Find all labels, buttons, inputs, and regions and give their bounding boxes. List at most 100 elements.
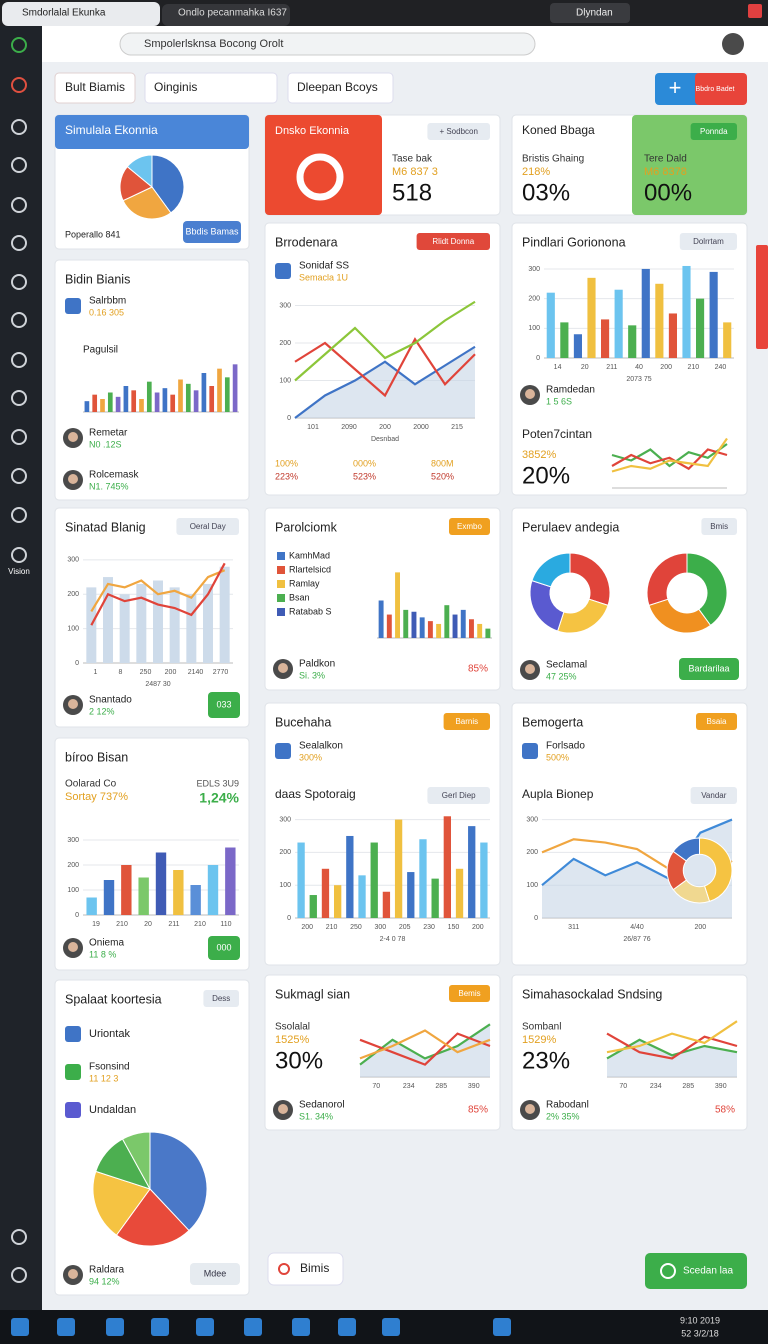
button[interactable] — [183, 221, 241, 243]
dropdown[interactable] — [287, 72, 394, 104]
taskbar-icon[interactable] — [338, 1318, 356, 1336]
tab[interactable] — [2, 2, 160, 26]
bar — [131, 390, 137, 412]
metric-sub: 523% — [353, 471, 376, 481]
legend-swatch — [277, 552, 285, 560]
y-tick-label: 100 — [279, 882, 291, 889]
taskbar-icon[interactable] — [57, 1318, 75, 1336]
tab[interactable] — [162, 4, 290, 26]
button[interactable] — [190, 1263, 240, 1285]
taskbar-icon[interactable] — [106, 1318, 124, 1336]
legend-text: Ramlay — [289, 578, 320, 588]
x-tick-label: 14 — [554, 364, 562, 371]
badge[interactable] — [701, 518, 737, 535]
bar — [155, 852, 167, 915]
bar — [123, 386, 129, 412]
search-pill[interactable] — [267, 1252, 344, 1286]
legend-text: Ratabab S — [289, 606, 332, 616]
badge[interactable] — [176, 518, 239, 535]
badge[interactable] — [679, 233, 737, 250]
button[interactable] — [679, 658, 739, 680]
taskbar-icon[interactable] — [292, 1318, 310, 1336]
bar — [436, 623, 442, 638]
address-bar[interactable] — [119, 32, 536, 56]
x-tick-label: 70 — [372, 1083, 380, 1090]
taskbar-icon[interactable] — [196, 1318, 214, 1336]
line — [294, 345, 476, 419]
badge[interactable] — [443, 713, 490, 730]
badge[interactable] — [696, 713, 737, 730]
slice — [686, 552, 728, 627]
row-name: Undaldan — [89, 1104, 136, 1116]
bar — [185, 383, 191, 412]
x-tick-label: 210 — [194, 921, 206, 928]
dropdown[interactable] — [144, 72, 278, 104]
badge[interactable] — [427, 123, 490, 140]
card — [54, 259, 250, 501]
bar — [641, 268, 650, 358]
badge[interactable] — [427, 787, 490, 804]
stat-name: Ssolalal — [275, 1022, 310, 1033]
taskbar-icon[interactable] — [382, 1318, 400, 1336]
badge[interactable] — [449, 985, 490, 1002]
legend-swatch — [277, 566, 285, 574]
avatar — [722, 33, 744, 55]
sidebar-icon[interactable] — [11, 1267, 27, 1283]
row-sub: 300% — [299, 752, 322, 762]
x-tick-label: 200 — [472, 924, 484, 931]
bar — [209, 386, 215, 412]
stat-value: 518 — [392, 179, 432, 206]
bar — [395, 572, 400, 638]
badge[interactable] — [690, 123, 737, 140]
sidebar-icon[interactable] — [11, 468, 27, 484]
taskbar-icon[interactable] — [151, 1318, 169, 1336]
taskbar-icon[interactable] — [244, 1318, 262, 1336]
x-tick-label: 311 — [568, 924, 579, 931]
button-text: Bardarilaa — [688, 663, 729, 673]
bar — [321, 868, 330, 918]
add-button[interactable] — [655, 73, 701, 105]
sidebar-icon[interactable] — [11, 274, 27, 290]
sidebar-icon[interactable] — [11, 1229, 27, 1245]
sidebar-icon[interactable] — [11, 352, 27, 368]
badge[interactable] — [416, 233, 490, 250]
bar — [203, 583, 213, 663]
toolbar-button[interactable] — [54, 72, 136, 104]
button[interactable] — [208, 692, 240, 718]
x-tick-label: 2140 — [188, 669, 204, 676]
sidebar-icon[interactable] — [11, 312, 27, 328]
action-button[interactable] — [645, 1253, 747, 1289]
badge[interactable] — [203, 990, 239, 1007]
badge[interactable] — [449, 518, 490, 535]
search-text: Bimis — [300, 1261, 329, 1275]
sidebar-icon[interactable] — [11, 429, 27, 445]
badge[interactable] — [690, 787, 737, 804]
y-tick-label: 100 — [67, 887, 79, 894]
sidebar-icon[interactable] — [11, 547, 27, 563]
clock: 9:10 2019 — [680, 1315, 720, 1325]
sidebar-icon[interactable] — [11, 37, 27, 53]
sidebar-icon[interactable] — [11, 77, 27, 93]
taskbar-icon[interactable] — [11, 1318, 29, 1336]
sidebar-icon[interactable] — [11, 507, 27, 523]
person-sub: 2% 35% — [546, 1111, 580, 1121]
add-button[interactable] — [695, 73, 747, 105]
profile-chip[interactable] — [550, 3, 630, 23]
sidebar-icon[interactable] — [11, 157, 27, 173]
close-button[interactable] — [748, 4, 762, 18]
badge-text: Bmis — [710, 522, 728, 531]
sidebar-icon[interactable] — [11, 197, 27, 213]
sidebar-icon[interactable] — [11, 119, 27, 135]
card-title: Koned Bbaga — [522, 123, 595, 137]
bar — [207, 865, 219, 915]
bar — [370, 842, 378, 918]
sidebar-icon[interactable] — [11, 235, 27, 251]
taskbar-icon[interactable] — [493, 1318, 511, 1336]
plus-icon: + — [669, 75, 682, 100]
x-tick-label: 200 — [379, 424, 391, 431]
button[interactable] — [208, 936, 240, 960]
sidebar-icon[interactable] — [11, 390, 27, 406]
x-axis-label: Desnbad — [371, 436, 399, 443]
x-tick-label: 240 — [715, 364, 727, 371]
row-name: Sonidaf SS — [299, 261, 349, 272]
